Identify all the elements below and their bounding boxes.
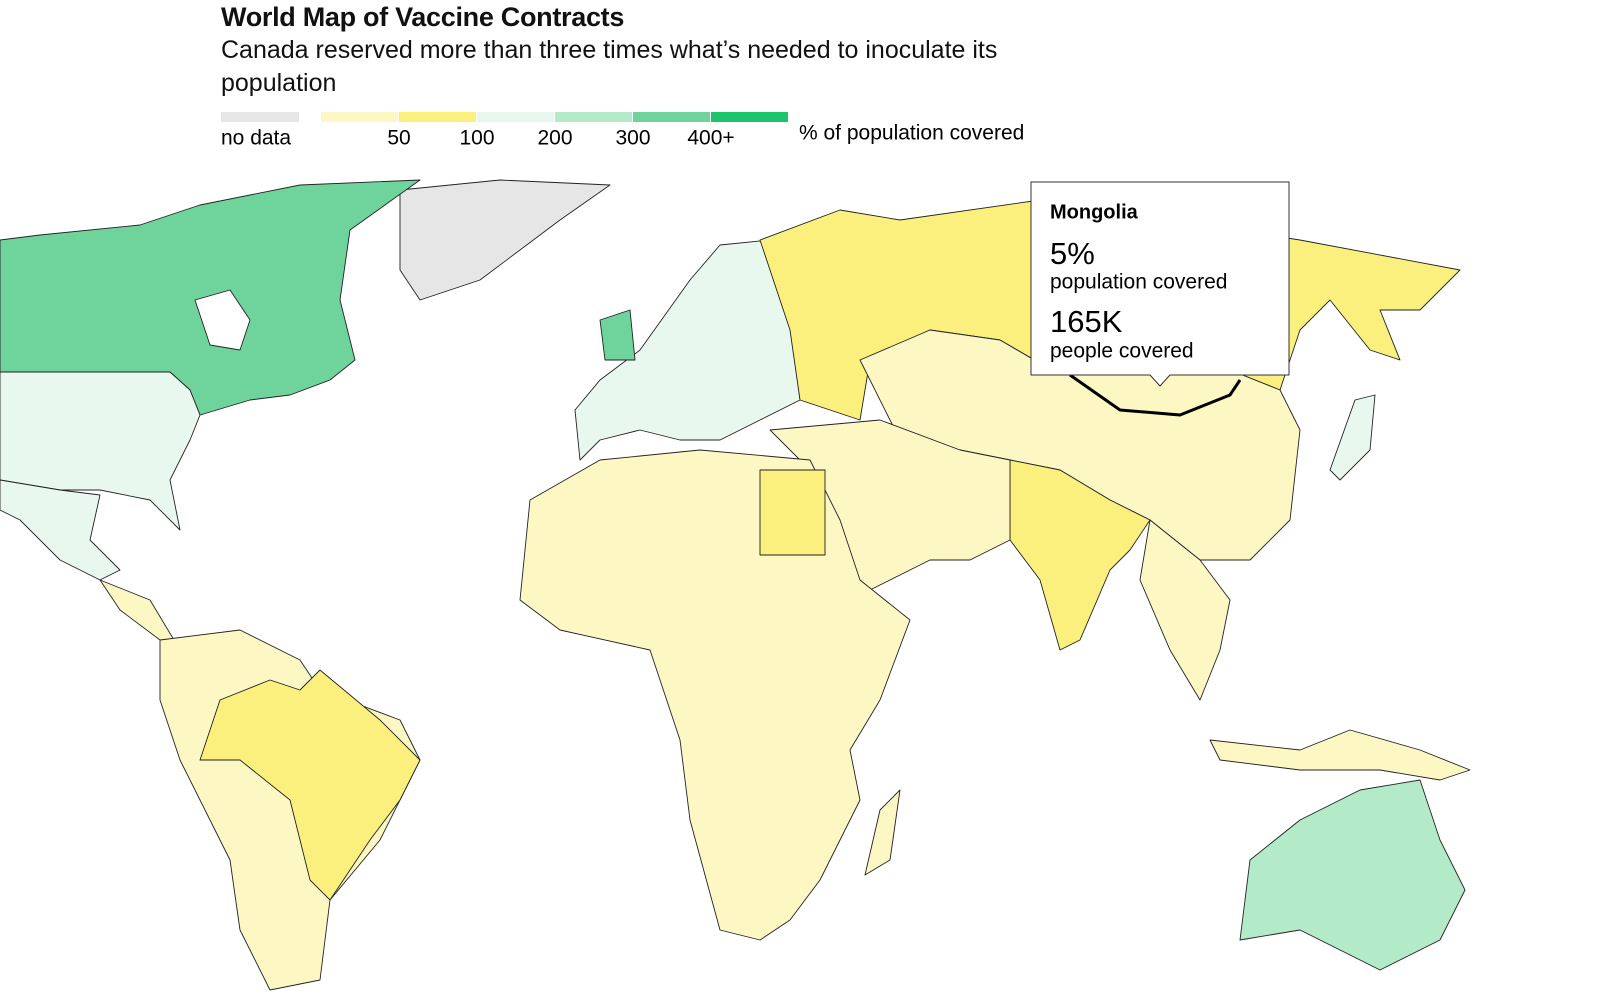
country-uk[interactable] [599,309,636,361]
legend-swatch [711,112,788,122]
country-mexico[interactable] [0,479,121,581]
tooltip-box [1030,181,1290,387]
legend-swatch [633,112,710,122]
country-mongolia-outline[interactable] [1069,373,1242,417]
legend-label: 50 [387,127,410,150]
legend-label: no data [221,127,291,150]
indonesia[interactable] [1209,729,1471,781]
country-india[interactable] [1009,459,1151,651]
title: World Map of Vaccine Contracts [221,2,625,32]
legend-unit: % of population covered [799,122,1024,145]
legend-label: 400+ [687,127,734,150]
country-madagascar[interactable] [864,789,901,876]
tooltip-people: 165K [1050,304,1123,339]
legend: no data 50 100 200 300 400+ % of population co… [221,112,1024,150]
legend-swatch [477,112,554,122]
tooltip-country: Mongolia [1050,201,1139,223]
legend-swatch [221,112,299,122]
country-australia[interactable] [1239,779,1466,971]
southeast-asia[interactable] [1139,519,1231,701]
tooltip-people-label: people covered [1050,340,1194,363]
tooltip: Mongolia 5% population covered 165K peop… [1030,181,1290,387]
legend-swatch [321,112,398,122]
country-greenland[interactable] [399,179,611,301]
legend-swatch [399,112,476,122]
country-egypt[interactable] [759,469,826,556]
country-brazil[interactable] [199,669,421,901]
tooltip-share-label: population covered [1050,271,1227,294]
legend-swatch [555,112,632,122]
subtitle: Canada reserved more than three times wh… [221,36,998,97]
hudson-bay [194,289,251,351]
legend-label: 300 [615,127,650,150]
legend-label: 200 [537,127,572,150]
legend-label: 100 [459,127,494,150]
country-japan[interactable] [1329,394,1376,481]
tooltip-share: 5% [1050,236,1095,271]
